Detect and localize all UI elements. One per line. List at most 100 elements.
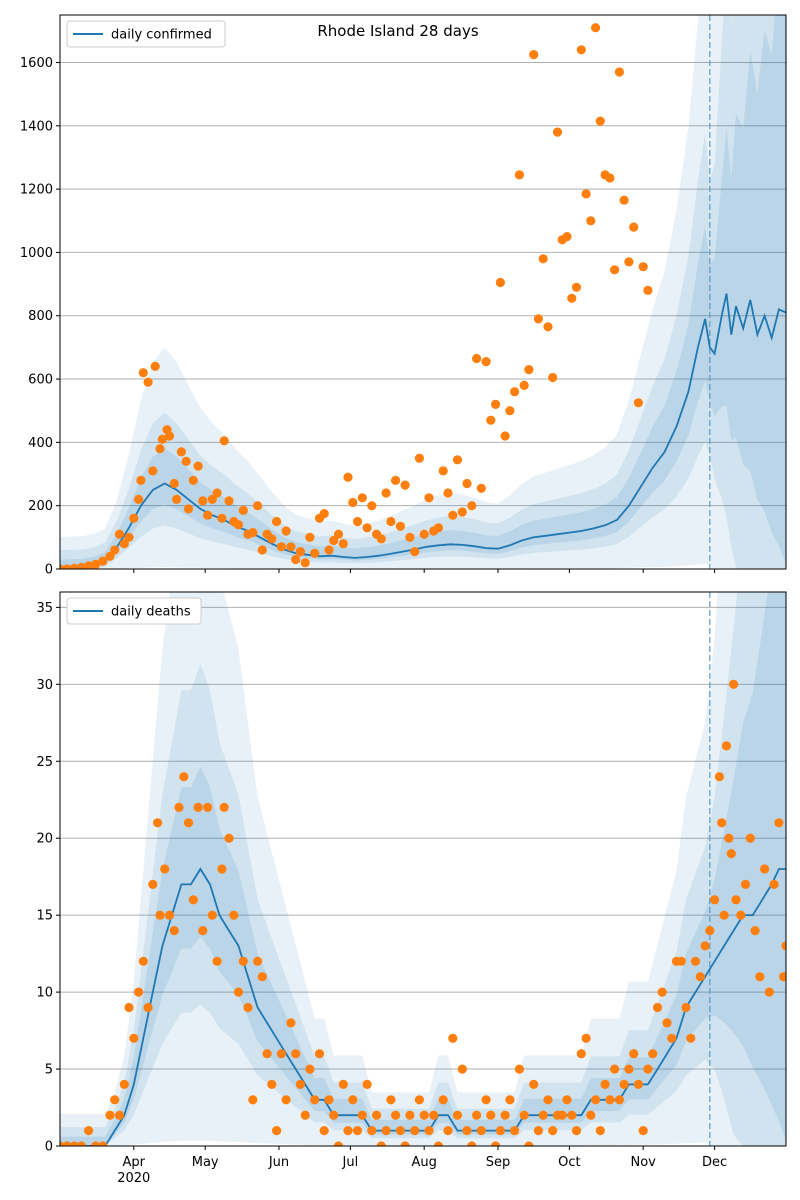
- data-point: [395, 1126, 405, 1136]
- data-point: [586, 1110, 596, 1120]
- data-point: [719, 910, 729, 920]
- y-tick-label: 1000: [20, 246, 53, 261]
- data-point: [376, 1141, 386, 1146]
- data-point: [717, 818, 727, 828]
- data-point: [114, 1110, 125, 1120]
- data-point: [552, 127, 563, 137]
- y-axis-ticks: 0 200 400 600 800 1000 1200 1400 1600: [20, 56, 60, 578]
- data-point: [638, 262, 648, 272]
- data-point: [148, 879, 158, 890]
- data-point: [486, 1110, 496, 1120]
- reported-cases-points: [60, 23, 653, 569]
- data-point: [343, 472, 353, 482]
- data-point: [110, 1095, 120, 1105]
- data-point: [643, 1064, 653, 1074]
- data-point: [181, 456, 191, 466]
- data-point: [155, 444, 165, 454]
- data-point: [657, 987, 667, 997]
- data-point: [367, 1126, 377, 1136]
- data-point: [124, 1002, 134, 1013]
- data-point: [495, 1126, 505, 1136]
- data-point: [500, 431, 510, 441]
- data-point: [381, 1126, 391, 1136]
- data-point: [62, 564, 72, 569]
- data-point: [224, 496, 234, 506]
- data-point: [681, 1002, 691, 1013]
- data-point: [705, 926, 715, 936]
- y-tick-label: 10: [36, 986, 53, 1001]
- data-point: [591, 23, 601, 33]
- data-point: [509, 387, 520, 397]
- data-point: [571, 282, 582, 292]
- data-point: [610, 265, 620, 275]
- uncertainty-band: [60, 592, 786, 1146]
- x-tick-label: Aug: [411, 1155, 436, 1170]
- data-point: [529, 50, 539, 60]
- plot-frame: [59, 14, 787, 570]
- data-point: [203, 802, 213, 813]
- data-point: [481, 357, 491, 367]
- legend-box: [66, 597, 202, 625]
- data-point: [174, 802, 184, 813]
- data-point: [324, 545, 334, 555]
- x-tick-label: Jul: [342, 1155, 359, 1170]
- y-tick-label: 1200: [20, 183, 53, 198]
- data-point: [329, 535, 339, 546]
- data-point: [105, 551, 115, 561]
- y-tick-label: 600: [28, 373, 53, 388]
- y-tick-label: 1400: [20, 119, 53, 134]
- x-tick-label: Sep: [486, 1155, 511, 1170]
- data-point: [238, 505, 248, 515]
- data-point: [443, 488, 453, 498]
- data-point: [262, 1049, 272, 1059]
- data-point: [138, 956, 148, 966]
- data-point: [207, 494, 217, 504]
- data-point: [362, 523, 372, 533]
- data-point: [391, 1110, 401, 1120]
- data-point: [457, 507, 467, 517]
- data-point: [372, 1110, 382, 1120]
- data-point: [750, 926, 760, 936]
- data-point: [129, 513, 139, 523]
- data-point: [505, 1095, 515, 1105]
- data-point: [486, 415, 496, 425]
- data-point: [357, 493, 367, 503]
- data-point: [333, 1141, 344, 1146]
- data-point: [543, 322, 553, 332]
- data-point: [410, 547, 420, 557]
- data-point: [291, 554, 301, 565]
- data-point: [276, 1049, 286, 1059]
- y-gridlines: [60, 61, 786, 507]
- data-point: [438, 1095, 448, 1105]
- data-point: [124, 532, 134, 542]
- y-tick-label: 35: [36, 601, 53, 616]
- data-point: [538, 254, 548, 264]
- data-point: [414, 1095, 424, 1105]
- data-point: [548, 372, 558, 383]
- data-point: [495, 277, 505, 288]
- data-point: [433, 523, 444, 533]
- data-point: [343, 1126, 353, 1136]
- data-point: [419, 529, 429, 539]
- data-point: [405, 1110, 415, 1120]
- data-point: [352, 516, 363, 527]
- y-tick-label: 30: [36, 678, 53, 693]
- data-point: [160, 864, 170, 874]
- data-point: [136, 475, 146, 485]
- data-point: [248, 528, 258, 538]
- data-point: [183, 504, 194, 514]
- data-point: [98, 1141, 108, 1146]
- data-point: [98, 556, 108, 566]
- data-point: [514, 170, 525, 180]
- data-point: [695, 972, 705, 982]
- data-point: [143, 1002, 153, 1013]
- data-point: [119, 539, 129, 549]
- data-point: [381, 488, 391, 498]
- data-point: [212, 956, 222, 966]
- uncertainty-band: [60, 15, 786, 569]
- data-point: [424, 493, 434, 503]
- data-point: [476, 483, 486, 493]
- data-point: [267, 534, 277, 544]
- data-point: [457, 1064, 467, 1074]
- data-point: [110, 545, 120, 555]
